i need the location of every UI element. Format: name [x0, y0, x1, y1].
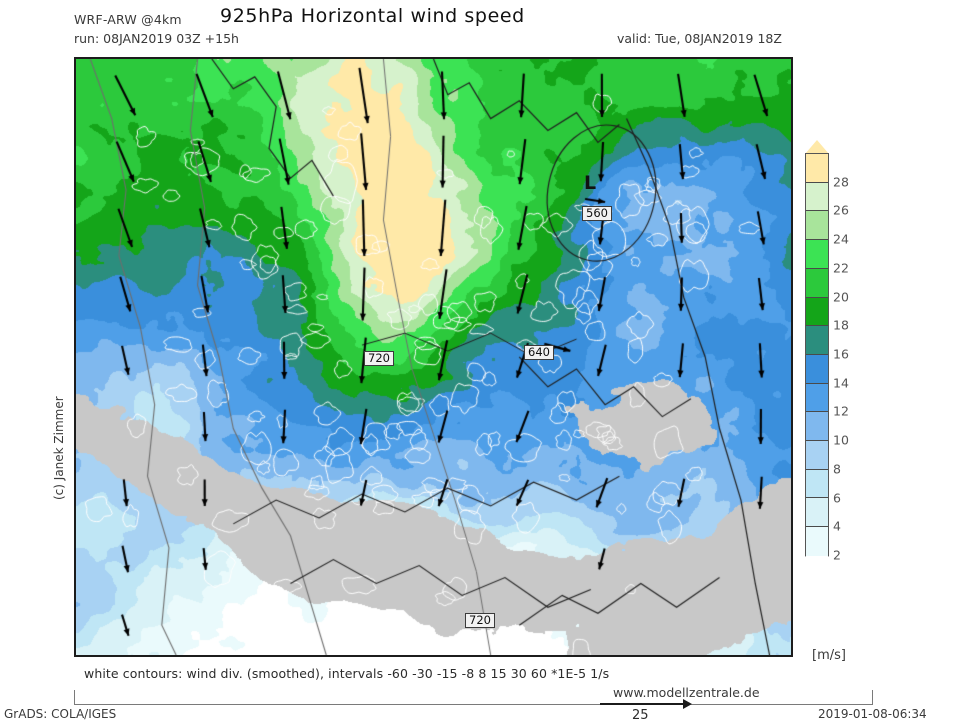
colorbar-tick-label: 12: [833, 404, 849, 419]
page-title: 925hPa Horizontal wind speed: [220, 5, 525, 27]
colorbar-tick-label: 16: [833, 347, 849, 362]
colorbar-tick-label: 18: [833, 318, 849, 333]
colorbar-band: [806, 470, 828, 499]
colorbar-band: [806, 527, 828, 556]
contour-label-560: 560: [582, 206, 612, 221]
colorbar-tick-label: 26: [833, 203, 849, 218]
colorbar-band: [806, 269, 828, 298]
weather-map[interactable]: [74, 57, 793, 657]
contour-label-640: 640: [524, 345, 554, 360]
model-label: WRF-ARW @4km: [74, 12, 182, 27]
colorbar-band: [806, 412, 828, 441]
run-time-label: run: 08JAN2019 03Z +15h: [74, 31, 239, 46]
colorbar: 28 26 24 22 20 18 16 14 12 10 8 6 4 2: [805, 140, 829, 570]
colorbar-under-arrow: [805, 556, 829, 570]
colorbar-band: [806, 326, 828, 355]
colorbar-band: [806, 183, 828, 212]
colorbar-band: [806, 441, 828, 470]
colorbar-tick-label: 8: [833, 461, 841, 476]
colorbar-tick-label: 20: [833, 289, 849, 304]
colorbar-units-label: [m/s]: [812, 648, 846, 663]
colorbar-tick-label: 4: [833, 519, 841, 534]
grads-credit: GrADS: COLA/IGES: [4, 707, 116, 721]
contour-label-720-lower: 720: [465, 613, 495, 628]
colorbar-over-arrow: [805, 140, 829, 154]
colorbar-band: [806, 154, 828, 183]
reference-vector-line: [600, 703, 688, 705]
colorbar-tick-label: 10: [833, 433, 849, 448]
footer-divider-right-tick: [872, 690, 873, 705]
colorbar-tick-label: 24: [833, 232, 849, 247]
footer-divider-left-tick: [74, 690, 75, 705]
colorbar-band: [806, 384, 828, 413]
colorbar-band: [806, 211, 828, 240]
colorbar-band: [806, 355, 828, 384]
colorbar-tick-label: 2: [833, 548, 841, 563]
colorbar-bands: [805, 153, 829, 557]
footer-divider: [74, 704, 873, 705]
colorbar-band: [806, 298, 828, 327]
colorbar-tick-label: 22: [833, 260, 849, 275]
contour-label-720-upper: 720: [364, 351, 394, 366]
colorbar-tick-label: 28: [833, 174, 849, 189]
colorbar-band: [806, 498, 828, 527]
reference-vector-arrowhead-icon: [683, 699, 692, 709]
colorbar-band: [806, 240, 828, 269]
colorbar-tick-label: 6: [833, 490, 841, 505]
contour-description: white contours: wind div. (smoothed), in…: [84, 666, 609, 681]
reference-vector-label: 25: [632, 708, 649, 723]
website-label[interactable]: www.modellzentrale.de: [613, 685, 760, 700]
map-canvas[interactable]: [76, 59, 791, 655]
generation-timestamp: 2019-01-08-06:34: [818, 707, 927, 721]
valid-time-label: valid: Tue, 08JAN2019 18Z: [617, 31, 782, 46]
low-pressure-marker: L: [584, 172, 596, 194]
author-credit: (c) Janek Zimmer: [52, 396, 66, 500]
colorbar-tick-label: 14: [833, 375, 849, 390]
